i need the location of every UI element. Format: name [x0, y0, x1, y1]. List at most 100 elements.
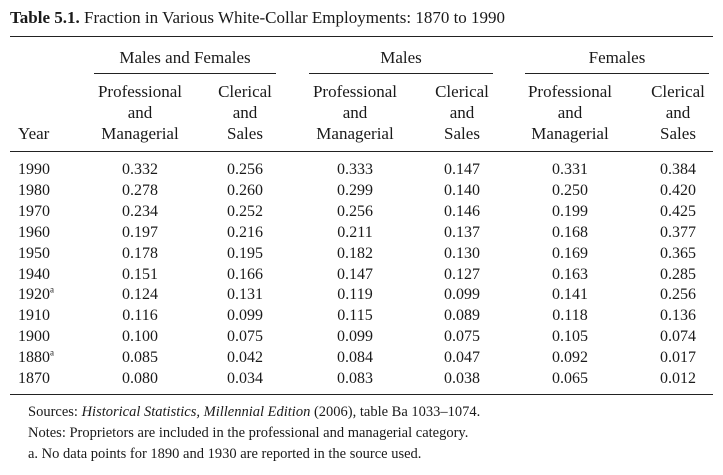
group-header-females: Females [588, 48, 646, 67]
table-cell: 0.332 [122, 161, 158, 178]
header-bottom-rule [10, 151, 713, 152]
table-cell: 0.127 [444, 265, 480, 283]
table-cell: 0.168 [552, 223, 588, 241]
table-cell: 0.234 [122, 202, 158, 220]
table-cell: 0.141 [552, 286, 588, 304]
table-cell: 0.118 [552, 307, 588, 325]
year-cell: 1910 [18, 306, 50, 326]
table-cell: 0.195 [227, 244, 263, 262]
year-value: 1870 [18, 370, 50, 387]
table-cell: 0.331 [552, 161, 588, 178]
table-cell: 0.182 [337, 244, 373, 262]
subheader-cler-line2: and [665, 103, 691, 122]
table-cell: 0.075 [444, 328, 480, 346]
subheader-cler-males: Clerical and Sales [422, 81, 502, 144]
subheader-prof-line3: Managerial [101, 124, 179, 143]
subheader-cler-both: Clerical and Sales [205, 81, 285, 144]
table-cell: 0.017 [660, 349, 696, 367]
year-cell: 1980 [18, 181, 50, 201]
table-cell: 0.299 [337, 181, 373, 199]
year-cell: 1950 [18, 244, 50, 264]
table-cell: 0.099 [444, 286, 480, 304]
table-cell: 0.100 [122, 328, 158, 346]
table-cell: 0.147 [444, 161, 480, 178]
table-cell: 0.147 [337, 265, 373, 283]
year-value: 1950 [18, 244, 50, 262]
table-cell: 0.099 [337, 328, 373, 346]
table-cell: 0.377 [660, 223, 696, 241]
table-cell: 0.169 [552, 244, 588, 262]
table-cell: 0.384 [660, 161, 696, 178]
year-value: 1970 [18, 202, 50, 220]
table-cell: 0.038 [444, 370, 480, 387]
table-cell: 0.084 [337, 349, 373, 367]
table-cell: 0.256 [227, 161, 263, 178]
year-cell: 1940 [18, 265, 50, 285]
year-value: 1900 [18, 328, 50, 346]
table-cell: 0.099 [227, 307, 263, 325]
table-cell: 0.137 [444, 223, 480, 241]
table-cell: 0.163 [552, 265, 588, 283]
table-title: Table 5.1. Fraction in Various White-Col… [10, 8, 505, 28]
table-cell: 0.285 [660, 265, 696, 283]
table-cell: 0.080 [122, 370, 158, 387]
table-title-text: Fraction in Various White-Collar Employm… [84, 8, 506, 27]
table-cell: 0.119 [337, 286, 373, 304]
subheader-cler-line1: Clerical [651, 82, 705, 101]
year-cell: 1960 [18, 223, 50, 243]
year-cell: 1880a [18, 348, 54, 368]
group-underline-both [94, 73, 276, 74]
subheader-cler-line3: Sales [227, 124, 263, 143]
year-cell: 1920a [18, 285, 54, 305]
subheader-cler-line2: and [232, 103, 258, 122]
subheader-cler-line3: Sales [660, 124, 696, 143]
table-cell: 0.130 [444, 244, 480, 262]
table-cell: 0.256 [337, 202, 373, 220]
year-value: 1880 [18, 349, 50, 367]
table-cell: 0.425 [660, 202, 696, 220]
year-value: 1980 [18, 181, 50, 199]
sources-prefix: Sources: [28, 404, 82, 420]
notes-line: Notes: Proprietors are included in the p… [28, 425, 469, 441]
table-cell: 0.115 [337, 307, 373, 325]
table-cell: 0.420 [660, 181, 696, 199]
subheader-prof-females: Professional and Managerial [510, 81, 630, 144]
year-value: 1920 [18, 286, 50, 304]
subheader-prof-line1: Professional [527, 82, 613, 101]
subheader-cler-line3: Sales [444, 124, 480, 143]
sources-suffix: (2006), table Ba 1033–1074. [310, 404, 481, 420]
table-cell: 0.256 [660, 286, 696, 304]
year-value: 1990 [18, 161, 50, 178]
table-cell: 0.178 [122, 244, 158, 262]
table-cell: 0.065 [552, 370, 588, 387]
table-cell: 0.124 [122, 286, 158, 304]
group-underline-males [309, 73, 493, 74]
footnote-marker: a [50, 285, 54, 296]
table-cell: 0.085 [122, 349, 158, 367]
table-cell: 0.083 [337, 370, 373, 387]
table-cell: 0.089 [444, 307, 480, 325]
table-cell: 0.092 [552, 349, 588, 367]
year-cell: 1970 [18, 202, 50, 222]
top-rule [10, 36, 713, 37]
footnote-a: a. No data points for 1890 and 1930 are … [28, 446, 422, 462]
table-cell: 0.116 [122, 307, 158, 325]
table-label: Table 5.1. [10, 8, 80, 27]
table-cell: 0.136 [660, 307, 696, 325]
table-cell: 0.216 [227, 223, 263, 241]
table-cell: 0.365 [660, 244, 696, 262]
group-header-both: Males and Females [119, 48, 251, 67]
year-cell: 1870 [18, 369, 50, 389]
subheader-prof-males: Professional and Managerial [295, 81, 415, 144]
table-cell: 0.140 [444, 181, 480, 199]
group-header-males: Males [380, 48, 422, 67]
subheader-cler-line1: Clerical [218, 82, 272, 101]
subheader-cler-line1: Clerical [435, 82, 489, 101]
subheader-prof-line3: Managerial [316, 124, 394, 143]
year-value: 1960 [18, 223, 50, 241]
subheader-prof-line2: and [127, 103, 153, 122]
table-cell: 0.333 [337, 161, 373, 178]
table-cell: 0.250 [552, 181, 588, 199]
group-underline-females [525, 73, 709, 74]
table-cell: 0.151 [122, 265, 158, 283]
